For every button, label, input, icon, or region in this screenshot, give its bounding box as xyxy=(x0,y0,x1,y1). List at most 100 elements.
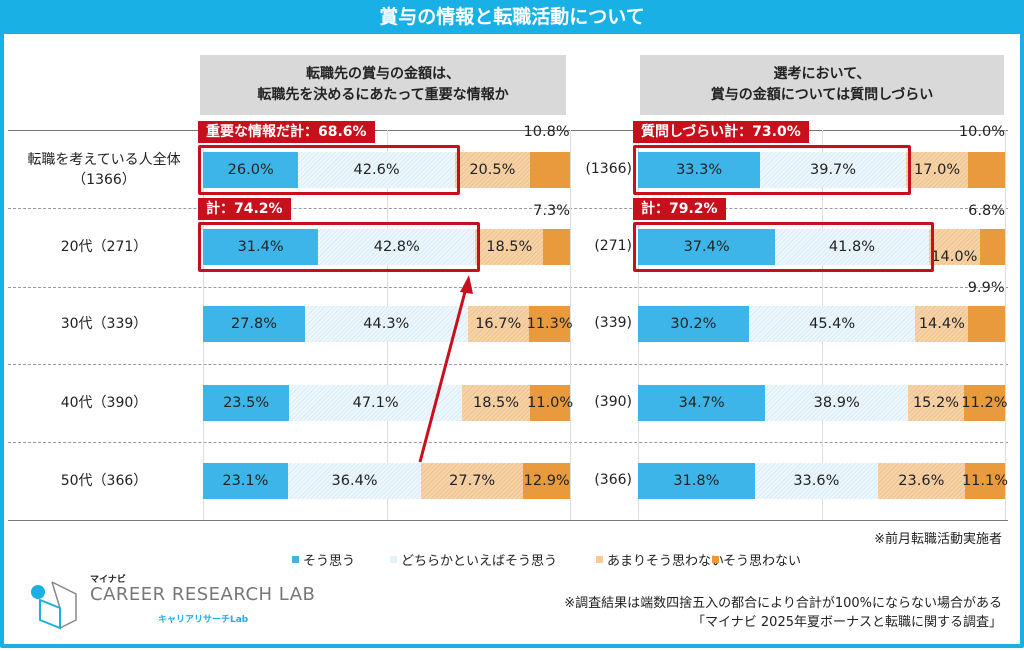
row-separator xyxy=(8,208,1008,209)
bar-segment: 10.8% xyxy=(524,124,570,188)
highlight-box xyxy=(198,222,481,272)
legend-item: あまりそう思わない xyxy=(596,550,724,569)
sample-size-label: (390) xyxy=(594,394,632,410)
sample-size-label: (271) xyxy=(594,238,632,254)
bar-segment: 26.0% xyxy=(203,152,299,188)
bar-segment: 30.2% xyxy=(638,306,749,342)
data-label: 7.3% xyxy=(533,203,570,219)
page-title: 賞与の情報と転職活動について xyxy=(0,0,1024,34)
data-label: 26.0% xyxy=(227,162,274,178)
bar-segment: 20.5% xyxy=(454,152,530,188)
bar-segment: 14.4% xyxy=(915,306,969,342)
legend-swatch xyxy=(712,556,719,563)
data-label: 11.1% xyxy=(961,473,1009,489)
legend-item: そう思わない xyxy=(712,550,801,569)
data-label: 34.7% xyxy=(678,395,725,411)
bar-segment: 14.0% xyxy=(928,229,981,265)
data-label: 18.5% xyxy=(486,239,533,255)
bar-segment: 31.8% xyxy=(638,463,755,499)
left-chart-title: 転職先の賞与の金額は、 転職先を決めるにあたって重要な情報か xyxy=(200,55,566,115)
data-label: 33.6% xyxy=(793,473,840,489)
bar-segment: 17.0% xyxy=(905,152,969,188)
row-separator xyxy=(8,442,1008,443)
legend-swatch xyxy=(292,556,299,563)
highlight-box xyxy=(198,145,460,195)
data-label: 42.8% xyxy=(373,239,420,255)
legend-label: あまりそう思わない xyxy=(607,554,725,569)
data-label: 42.6% xyxy=(353,162,400,178)
data-label: 36.4% xyxy=(331,473,378,489)
row-separator xyxy=(8,364,1008,365)
data-label: 10.0% xyxy=(958,124,1005,140)
bar-segment: 27.8% xyxy=(203,306,306,342)
data-label: 9.9% xyxy=(967,280,1005,296)
rounding-note: ※調査結果は端数四捨五入の都合により合計が100%にならない場合がある xyxy=(564,596,1002,611)
bar-segment: 23.6% xyxy=(878,463,965,499)
data-label: 11.3% xyxy=(526,316,573,332)
data-label: 14.4% xyxy=(918,316,965,332)
logo-sub: キャリアリサーチLab xyxy=(158,615,249,625)
data-label: 38.9% xyxy=(813,395,860,411)
row-separator xyxy=(8,287,1008,288)
data-label: 27.8% xyxy=(230,316,278,332)
legend-label: そう思う xyxy=(303,554,356,569)
bar-segment: 18.5% xyxy=(462,385,530,421)
data-label: 16.7% xyxy=(475,316,522,332)
row-label: 転職を考えている人全体 （1366） xyxy=(27,152,181,188)
data-label: 45.4% xyxy=(809,316,856,332)
data-label: 41.8% xyxy=(828,239,875,255)
data-label: 10.8% xyxy=(523,124,570,140)
data-label: 30.2% xyxy=(670,316,717,332)
logo-name: CAREER RESEARCH LAB xyxy=(90,584,316,605)
bar-segment: 27.7% xyxy=(421,463,524,499)
bar-segment: 23.5% xyxy=(203,385,290,421)
bar-segment: 42.6% xyxy=(298,152,455,188)
bar-segment: 10.0% xyxy=(959,124,1005,188)
row-label: 30代（339） xyxy=(60,316,148,332)
highlight-label: 計：74.2% xyxy=(198,198,291,220)
bar-segment: 11.0% xyxy=(527,385,574,421)
bar-segment: 18.5% xyxy=(475,229,544,265)
data-label: 23.6% xyxy=(898,473,945,489)
data-label: 17.0% xyxy=(914,162,961,178)
legend-swatch xyxy=(596,556,603,563)
legend-item: どちらかといえばそう思う xyxy=(390,550,557,569)
logo-cube-icon xyxy=(31,581,77,630)
bar-segment: 11.2% xyxy=(961,385,1008,421)
data-label: 23.5% xyxy=(223,395,270,411)
data-label: 20.5% xyxy=(469,162,516,178)
highlight-box xyxy=(633,145,911,195)
data-label: 47.1% xyxy=(352,395,399,411)
bar-segment: 23.1% xyxy=(203,463,288,499)
highlight-label: 計：79.2% xyxy=(633,198,726,220)
data-label: 39.7% xyxy=(810,162,857,178)
highlight-label: 質問しづらい計：73.0% xyxy=(633,121,809,143)
legend-item: そう思う xyxy=(292,550,355,569)
logo: マイナビ CAREER RESEARCH LAB キャリアリサーチLab xyxy=(26,572,315,632)
bar-segment: 11.1% xyxy=(961,463,1009,499)
bar-segment: 33.6% xyxy=(754,463,878,499)
legend-label: どちらかといえばそう思う xyxy=(401,554,558,569)
bar-segment: 9.9% xyxy=(968,280,1005,342)
axis-line-bottom xyxy=(8,520,1008,521)
bar-segment: 11.3% xyxy=(526,306,573,342)
data-label: 18.5% xyxy=(473,395,520,411)
bar-segment: 39.7% xyxy=(760,152,906,188)
source-note: 「マイナビ 2025年夏ボーナスと転職に関する調査」 xyxy=(692,615,1002,630)
data-label: 15.2% xyxy=(912,395,960,411)
data-label: 31.8% xyxy=(673,473,720,489)
highlight-label: 重要な情報だ計：68.6% xyxy=(198,121,375,143)
axis-line-top xyxy=(8,130,1008,131)
bar-segment: 47.1% xyxy=(289,385,463,421)
right-chart-title: 選考において、 賞与の金額については質問しづらい xyxy=(640,55,1004,115)
bar-segment: 6.8% xyxy=(968,203,1005,265)
gridline xyxy=(570,130,571,520)
bar-segment: 45.4% xyxy=(748,306,916,342)
data-label: 6.8% xyxy=(968,203,1005,219)
bar-segment: 44.3% xyxy=(305,306,468,342)
bar-segment: 7.3% xyxy=(533,203,570,265)
bar-segment: 12.9% xyxy=(523,463,571,499)
data-label: 11.0% xyxy=(527,395,574,411)
data-label: 11.2% xyxy=(961,395,1008,411)
legend-swatch xyxy=(390,556,397,563)
